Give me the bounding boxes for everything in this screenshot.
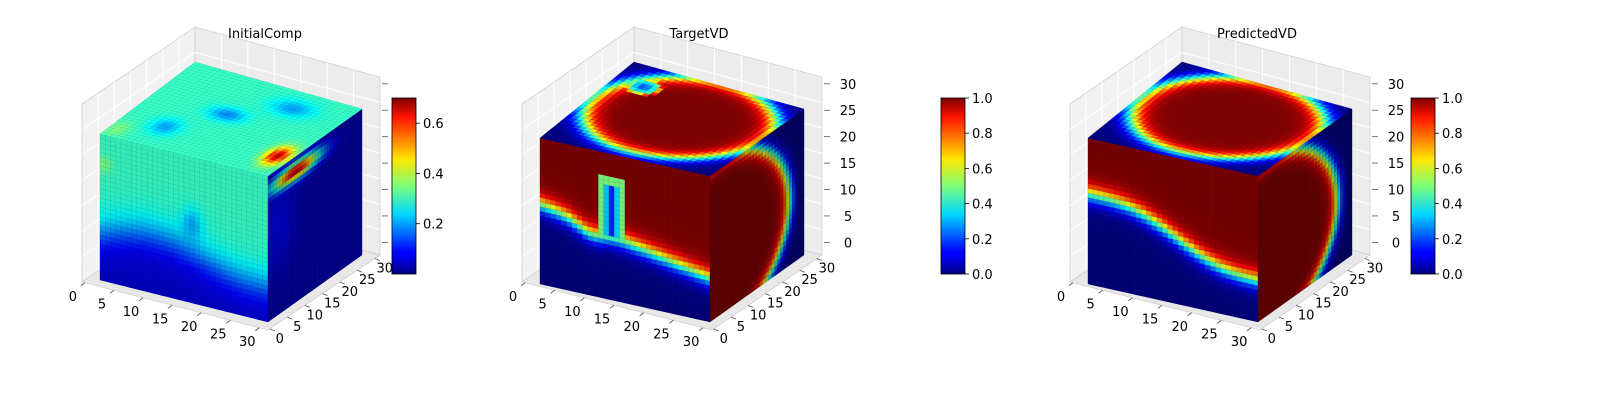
x-tick-label: 25 <box>210 327 227 342</box>
y-tick-mark <box>287 316 293 320</box>
y-tick-mark <box>322 293 328 297</box>
x-tick-mark <box>109 289 115 294</box>
colorbar-gradient <box>391 97 417 275</box>
y-tick-label: 15 <box>324 297 341 312</box>
colorbar-tick-label: 0.6 <box>423 117 444 132</box>
grid-line <box>81 52 196 130</box>
x-tick-mark <box>167 304 173 309</box>
y-tick-mark <box>339 281 345 285</box>
y-tick-label: 0 <box>276 332 284 347</box>
x-tick-mark <box>196 312 202 317</box>
chart-title: InitialComp <box>228 27 302 42</box>
x-tick-label: 20 <box>181 320 198 335</box>
y-tick-mark <box>269 328 275 332</box>
colorbar-tick-label: 0.2 <box>423 218 444 233</box>
colorbar: 0.2 0.4 0.6 <box>391 97 444 275</box>
y-tick-mark <box>374 258 380 261</box>
x-tick-mark <box>138 297 144 302</box>
x-tick-label: 5 <box>98 297 106 312</box>
y-tick-mark <box>357 269 363 273</box>
x-tick-label: 0 <box>69 290 77 305</box>
x-tick-mark <box>225 319 231 324</box>
grid-line <box>194 51 381 103</box>
y-tick-label: 25 <box>359 273 376 288</box>
x-tick-label: 15 <box>152 312 169 327</box>
y-tick-label: 20 <box>341 285 358 300</box>
y-tick-mark <box>304 305 310 308</box>
x-tick-label: 30 <box>239 335 256 350</box>
x-tick-label: 10 <box>123 305 140 320</box>
z-axis-ticks <box>382 83 388 243</box>
cube-face-front <box>99 133 269 323</box>
x-tick-mark <box>255 327 260 332</box>
y-tick-label: 5 <box>293 320 301 335</box>
colorbar-tick-label: 0.4 <box>423 167 444 182</box>
x-tick-mark <box>80 282 86 287</box>
y-tick-label: 10 <box>306 308 323 323</box>
y-tick-label: 30 <box>376 262 393 277</box>
